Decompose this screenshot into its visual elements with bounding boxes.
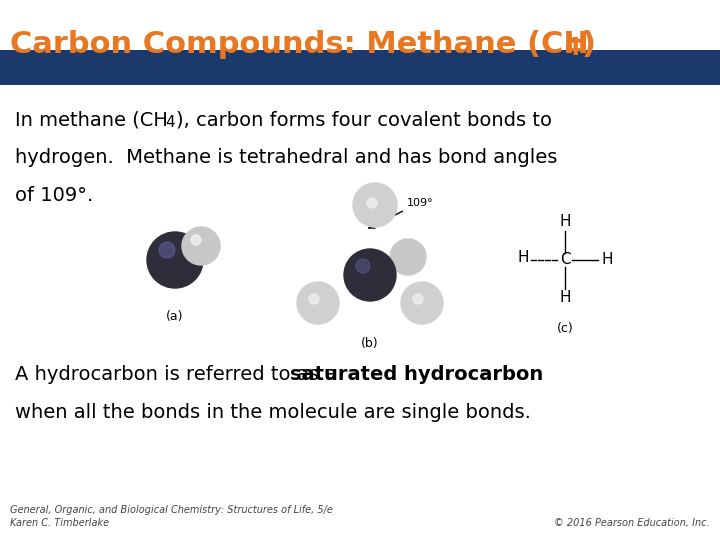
Circle shape — [353, 183, 397, 227]
Text: (a): (a) — [166, 310, 184, 323]
Text: H: H — [517, 251, 528, 266]
Text: Carbon Compounds: Methane (CH: Carbon Compounds: Methane (CH — [10, 30, 589, 59]
Circle shape — [159, 242, 175, 258]
Text: H: H — [601, 253, 613, 267]
Text: of 109°.: of 109°. — [15, 186, 94, 205]
Circle shape — [344, 249, 396, 301]
Text: ): ) — [582, 30, 596, 59]
Text: saturated hydrocarbon: saturated hydrocarbon — [290, 365, 544, 384]
Bar — [0, 50, 720, 85]
Text: when all the bonds in the molecule are single bonds.: when all the bonds in the molecule are s… — [15, 403, 531, 422]
Text: General, Organic, and Biological Chemistry: Structures of Life, 5/e
Karen C. Tim: General, Organic, and Biological Chemist… — [10, 505, 333, 528]
Circle shape — [356, 259, 370, 273]
Circle shape — [401, 282, 443, 324]
Circle shape — [367, 198, 377, 208]
Circle shape — [191, 235, 201, 245]
Text: A hydrocarbon is referred to as a: A hydrocarbon is referred to as a — [15, 365, 343, 384]
Text: 109°: 109° — [407, 198, 433, 208]
Text: © 2016 Pearson Education, Inc.: © 2016 Pearson Education, Inc. — [554, 518, 710, 528]
Circle shape — [390, 239, 426, 275]
Circle shape — [413, 294, 423, 304]
Circle shape — [309, 294, 319, 304]
Circle shape — [182, 227, 220, 265]
Text: (c): (c) — [557, 322, 573, 335]
Circle shape — [147, 232, 203, 288]
Text: (b): (b) — [361, 337, 379, 350]
Text: hydrogen.  Methane is tetrahedral and has bond angles: hydrogen. Methane is tetrahedral and has… — [15, 148, 557, 167]
Text: H: H — [559, 291, 571, 306]
Text: 4: 4 — [565, 36, 581, 60]
Text: 4: 4 — [165, 115, 175, 130]
Text: C: C — [559, 253, 570, 267]
Text: In methane (CH: In methane (CH — [15, 110, 168, 129]
Circle shape — [297, 282, 339, 324]
Text: H: H — [559, 214, 571, 230]
Text: ), carbon forms four covalent bonds to: ), carbon forms four covalent bonds to — [176, 110, 552, 129]
